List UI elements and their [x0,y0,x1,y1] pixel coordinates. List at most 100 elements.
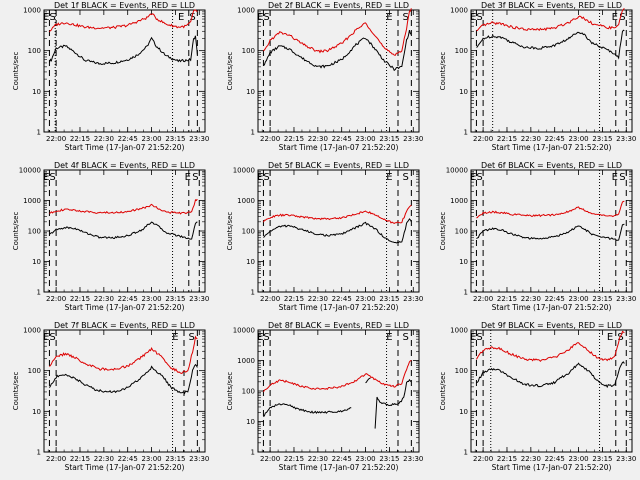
x-tick-label: 22:15 [497,135,517,143]
events-series-line [365,377,371,384]
chart-title: Det 4f BLACK = Events, RED = LLD [54,161,195,170]
x-tick-label: 22:15 [497,455,517,463]
chart-title: Det 6f BLACK = Events, RED = LLD [481,161,622,170]
y-tick-label: 100 [28,367,41,375]
lld-series-line [49,198,198,215]
y-tick-label: 10000 [233,167,255,175]
x-axis-label: Start Time (17-Jan-07 21:52:20) [65,463,185,472]
x-tick-label: 23:30 [189,295,209,303]
y-axis-label: Counts/sec [439,52,447,91]
chart-title: Det 5f BLACK = Events, RED = LLD [268,161,409,170]
x-tick-label: 22:15 [284,295,304,303]
x-tick-label: 22:45 [545,135,565,143]
x-axis-label: Start Time (17-Jan-07 21:52:20) [492,303,612,312]
marker-label: ES [43,12,56,23]
x-tick-label: 23:15 [379,135,399,143]
x-tick-label: 22:30 [94,295,114,303]
x-tick-label: 22:00 [46,295,66,303]
x-tick-label: 22:30 [94,135,114,143]
y-tick-label: 10000 [233,327,255,335]
y-tick-label: 10 [459,88,468,96]
x-tick-label: 22:30 [308,295,328,303]
x-tick-label: 23:00 [355,455,375,463]
x-tick-label: 23:00 [141,295,161,303]
marker-label: ES [257,332,270,343]
marker-label: E [607,332,613,343]
x-tick-label: 22:45 [118,135,138,143]
x-tick-label: 23:15 [592,295,612,303]
chart-panel-5: Det 5f BLACK = Events, RED = LLD 1 10 100 10… [226,161,423,312]
x-tick-label: 22:45 [332,295,352,303]
x-tick-label: 22:00 [260,455,280,463]
x-tick-label: 22:00 [473,295,493,303]
x-tick-label: 23:30 [616,455,636,463]
x-tick-label: 22:30 [308,455,328,463]
y-axis-label: Counts/sec [226,52,234,91]
events-series-line [374,378,412,429]
chart-panel-4: Det 4f BLACK = Events, RED = LLD 1 10 100 10… [12,161,209,312]
lld-series-line [49,9,198,33]
chart-title: Det 2f BLACK = Events, RED = LLD [268,1,409,10]
y-tick-label: 1 [37,129,41,137]
y-axis-label: Counts/sec [226,212,234,251]
chart-panel-1: Det 1f BLACK = Events, RED = LLD 1 10 100 10… [12,1,209,152]
x-tick-label: 23:00 [568,135,588,143]
x-tick-label: 22:30 [94,455,114,463]
marker-label: E [386,12,392,23]
x-tick-label: 22:45 [332,135,352,143]
x-tick-label: 23:15 [592,135,612,143]
y-tick-label: 10 [32,258,41,266]
x-tick-label: 22:15 [284,135,304,143]
events-series-line [476,29,625,60]
x-tick-label: 22:45 [545,455,565,463]
plot-frame [257,329,420,453]
events-series-line [476,361,625,389]
x-tick-label: 23:00 [141,135,161,143]
y-tick-label: 1000 [23,7,41,15]
x-tick-label: 23:00 [355,295,375,303]
lld-series-line [476,7,625,32]
plot-frame [257,9,420,133]
lld-series-line [263,8,412,56]
x-tick-label: 23:15 [379,295,399,303]
x-tick-label: 23:30 [189,135,209,143]
lld-series-line [49,335,198,374]
marker-label: E [172,332,178,343]
y-tick-label: 10 [32,88,41,96]
events-series-line [48,35,198,65]
chart-panel-7: Det 7f BLACK = Events, RED = LLD 1 10 100 10… [12,321,209,472]
y-tick-label: 10 [246,418,255,426]
marker-label: S [402,172,408,183]
y-tick-label: 10 [32,408,41,416]
x-tick-label: 22:30 [521,135,541,143]
x-tick-label: 23:30 [403,295,423,303]
y-axis-label: Counts/sec [226,372,234,411]
marker-label: S [189,12,195,23]
lld-series-line [476,200,625,219]
events-series-line [49,221,198,240]
y-tick-label: 1000 [23,327,41,335]
marker-label: S [617,332,623,343]
events-series-line [263,29,412,72]
events-series-line [476,223,625,241]
y-tick-label: 10 [459,258,468,266]
x-tick-label: 22:15 [284,455,304,463]
y-tick-label: 10 [246,88,255,96]
marker-label: ES [43,332,56,343]
x-tick-label: 23:30 [189,455,209,463]
y-tick-label: 1000 [237,197,255,205]
marker-label: E [612,172,618,183]
x-tick-label: 22:00 [473,455,493,463]
y-axis-label: Counts/sec [12,52,20,91]
marker-label: ES [470,172,483,183]
chart-title: Det 7f BLACK = Events, RED = LLD [54,321,195,330]
x-tick-label: 23:30 [616,135,636,143]
x-tick-label: 22:15 [497,295,517,303]
y-tick-label: 100 [455,47,468,55]
y-axis-label: Counts/sec [439,212,447,251]
marker-label: S [619,12,625,23]
x-axis-label: Start Time (17-Jan-07 21:52:20) [492,143,612,152]
x-tick-label: 23:30 [403,135,423,143]
y-tick-label: 1 [251,449,255,457]
